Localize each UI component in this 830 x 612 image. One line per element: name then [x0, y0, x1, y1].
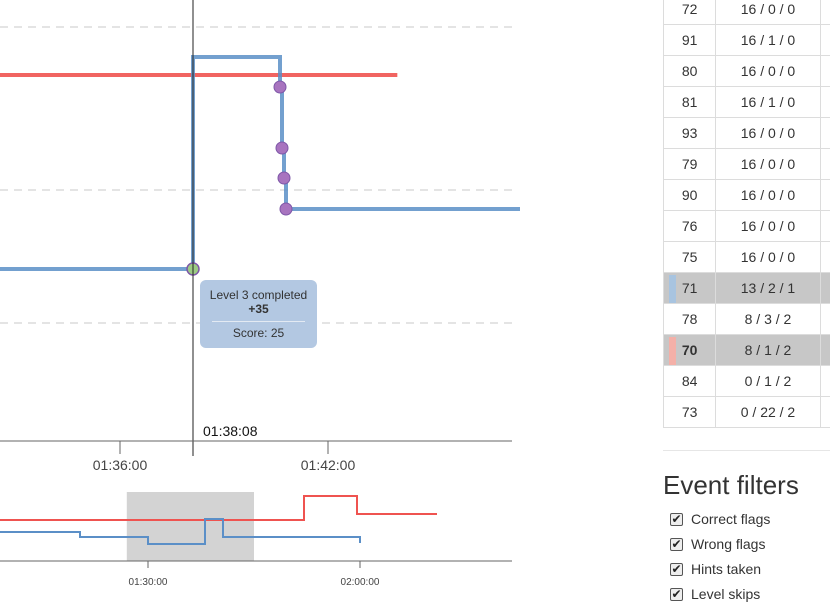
table-edge-cell — [819, 55, 830, 87]
filter-label: Level skips — [691, 586, 761, 602]
table-edge-cell — [819, 303, 830, 335]
event-point — [277, 171, 291, 185]
tooltip-title: Level 3 completed — [209, 288, 308, 302]
table-edge-cell — [819, 117, 830, 149]
table-row[interactable]: 79 16 / 0 / 0 — [662, 148, 830, 180]
table-edge-cell — [819, 241, 830, 273]
team-id-cell: 91 — [662, 24, 717, 56]
checkbox-icon[interactable]: ✔ — [670, 586, 683, 601]
team-score-cell: 16 / 1 / 0 — [715, 24, 821, 56]
team-score-cell: 13 / 2 / 1 — [715, 272, 821, 304]
event-filters-title: Event filters — [663, 470, 799, 500]
event-tooltip: Level 3 completed +35 Score: 25 — [200, 280, 317, 348]
scoreboard-table: 72 16 / 0 / 0 91 16 / 1 / 0 80 16 / 0 / 0 81 16… — [662, 0, 830, 428]
overview-selection — [126, 492, 254, 561]
event-point — [275, 141, 289, 155]
table-edge-cell — [819, 396, 830, 428]
checkbox-icon[interactable]: ✔ — [670, 511, 683, 526]
team-score-cell: 16 / 0 / 0 — [715, 179, 821, 211]
table-row[interactable]: 73 0 / 22 / 2 — [662, 396, 830, 428]
checkbox-icon[interactable]: ✔ — [670, 561, 683, 576]
team-score-cell: 0 / 22 / 2 — [715, 396, 821, 428]
team-score-cell: 16 / 0 / 0 — [715, 117, 821, 149]
table-edge-cell — [819, 24, 830, 56]
table-edge-cell — [819, 179, 830, 211]
table-row[interactable]: 71 13 / 2 / 1 — [662, 272, 830, 304]
table-edge-cell — [819, 210, 830, 242]
team-id-cell: 93 — [662, 117, 717, 149]
overview-tick-label: 01:30:00 — [128, 577, 168, 588]
table-edge-cell — [819, 365, 830, 397]
team-id-cell: 70 — [662, 334, 717, 366]
table-row[interactable]: 90 16 / 0 / 0 — [662, 179, 830, 211]
x-tick-label: 01:36:00 — [92, 457, 148, 473]
team-score-cell: 16 / 0 / 0 — [715, 241, 821, 273]
table-row[interactable]: 75 16 / 0 / 0 — [662, 241, 830, 273]
table-row[interactable]: 81 16 / 1 / 0 — [662, 86, 830, 118]
series-line — [0, 55, 520, 271]
table-row[interactable]: 80 16 / 0 / 0 — [662, 55, 830, 87]
main-chart[interactable] — [0, 0, 520, 612]
team-score-cell: 8 / 3 / 2 — [715, 303, 821, 335]
chart-event-points — [186, 80, 293, 276]
filter-hints-taken[interactable]: ✔ Hints taken — [670, 561, 761, 577]
team-id-cell: 72 — [662, 0, 717, 25]
team-score-cell: 16 / 0 / 0 — [715, 0, 821, 25]
chart-x-axis — [0, 440, 512, 454]
x-tick-label: 01:42:00 — [300, 457, 356, 473]
table-row[interactable]: 72 16 / 0 / 0 — [662, 0, 830, 25]
team-id-cell: 80 — [662, 55, 717, 87]
table-row[interactable]: 91 16 / 1 / 0 — [662, 24, 830, 56]
team-id-cell: 73 — [662, 396, 717, 428]
tooltip-divider — [212, 321, 305, 322]
table-edge-cell — [819, 0, 830, 25]
team-id-cell: 79 — [662, 148, 717, 180]
overview-chart[interactable] — [0, 492, 512, 568]
filter-wrong-flags[interactable]: ✔ Wrong flags — [670, 536, 765, 552]
filter-level-skips[interactable]: ✔ Level skips — [670, 586, 760, 602]
tooltip-points: +35 — [248, 302, 269, 316]
series-color-marker — [669, 337, 676, 365]
overview-tick-label: 02:00:00 — [340, 577, 380, 588]
team-id-cell: 75 — [662, 241, 717, 273]
table-edge-cell — [819, 334, 830, 366]
team-score-cell: 0 / 1 / 2 — [715, 365, 821, 397]
event-point — [273, 80, 287, 94]
table-row[interactable]: 76 16 / 0 / 0 — [662, 210, 830, 242]
team-score-cell: 16 / 0 / 0 — [715, 148, 821, 180]
table-row[interactable]: 78 8 / 3 / 2 — [662, 303, 830, 335]
checkbox-icon[interactable]: ✔ — [670, 536, 683, 551]
filter-correct-flags[interactable]: ✔ Correct flags — [670, 511, 770, 527]
team-id-cell: 81 — [662, 86, 717, 118]
filter-label: Hints taken — [691, 561, 762, 577]
table-row[interactable]: 84 0 / 1 / 2 — [662, 365, 830, 397]
tooltip-score: Score: 25 — [232, 326, 285, 340]
team-id-cell: 78 — [662, 303, 717, 335]
team-id-cell: 76 — [662, 210, 717, 242]
table-edge-cell — [819, 86, 830, 118]
team-id-cell: 71 — [662, 272, 717, 304]
series-color-marker — [669, 275, 676, 303]
team-score-cell: 16 / 0 / 0 — [715, 55, 821, 87]
chart-series — [0, 55, 520, 271]
event-point — [279, 202, 293, 216]
table-row[interactable]: 70 8 / 1 / 2 — [662, 334, 830, 366]
table-row[interactable]: 93 16 / 0 / 0 — [662, 117, 830, 149]
overview-series-line — [0, 518, 361, 545]
cursor-time-label: 01:38:08 — [203, 423, 258, 439]
table-edge-cell — [819, 148, 830, 180]
section-divider — [663, 450, 830, 451]
team-id-cell: 90 — [662, 179, 717, 211]
team-id-cell: 84 — [662, 365, 717, 397]
filter-label: Wrong flags — [691, 536, 766, 552]
overview-series-line — [0, 495, 437, 521]
team-score-cell: 16 / 1 / 0 — [715, 86, 821, 118]
team-score-cell: 8 / 1 / 2 — [715, 334, 821, 366]
table-edge-cell — [819, 272, 830, 304]
filter-label: Correct flags — [691, 511, 771, 527]
chart-gridlines — [0, 26, 512, 324]
team-score-cell: 16 / 0 / 0 — [715, 210, 821, 242]
